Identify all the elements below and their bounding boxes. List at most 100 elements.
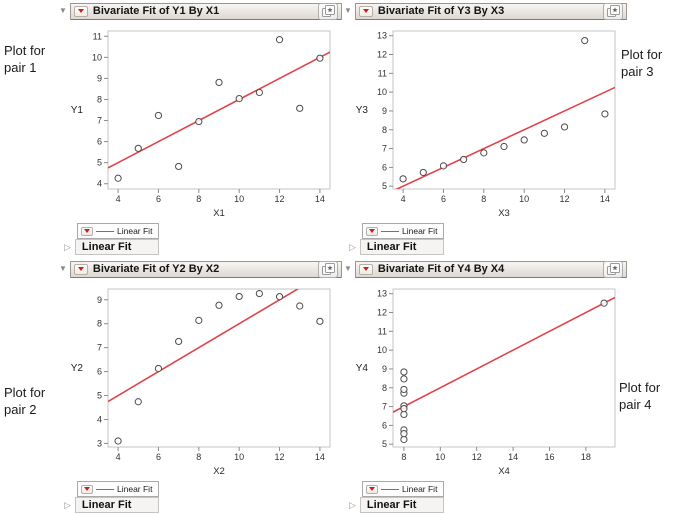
red-triangle-menu-button[interactable] [73,5,88,17]
collapse-triangle-icon[interactable]: ▼ [344,6,352,15]
report-popout-icon[interactable] [603,2,623,20]
svg-text:11: 11 [93,31,102,41]
scatter-plot-y1-x1[interactable]: 4 6 8 10 12 14 4 5 6 7 8 9 10 11 X1 [84,27,334,219]
svg-text:6: 6 [156,194,161,204]
svg-text:10: 10 [377,87,387,97]
svg-text:4: 4 [97,414,102,424]
panel-title-bar[interactable]: Bivariate Fit of Y2 By X2 [69,260,342,278]
scatter-plot-y4-x4[interactable]: 8 10 12 14 16 18 5 6 7 8 9 10 11 12 13 X4 [369,285,619,477]
collapse-triangle-icon[interactable]: ▼ [59,264,67,273]
y-axis-label: Y2 [70,362,83,374]
report-popout-icon[interactable] [603,260,623,278]
collapse-triangle-icon[interactable]: ▼ [59,6,67,15]
report-popout-icon[interactable] [318,260,338,278]
svg-text:8: 8 [382,125,387,135]
svg-text:10: 10 [234,194,244,204]
linear-fit-section-header[interactable]: Linear Fit [359,497,444,513]
annotation-pair-1: Plot for pair 1 [4,43,46,75]
svg-text:8: 8 [97,94,102,104]
fit-line-swatch [96,488,114,490]
svg-text:8: 8 [196,452,201,462]
red-triangle-menu-button[interactable] [358,263,373,275]
svg-text:7: 7 [97,343,102,353]
bivariate-panel-y3-x3: ▼ Bivariate Fit of Y3 By X3 Y3 4 6 8 10 12 14… [344,2,627,257]
svg-text:8: 8 [382,383,387,393]
svg-text:X3: X3 [498,208,510,219]
svg-text:4: 4 [116,194,121,204]
disclosure-closed-icon[interactable]: ▷ [64,499,71,510]
svg-text:7: 7 [97,116,102,126]
panel-title-bar[interactable]: Bivariate Fit of Y1 By X1 [69,2,342,20]
scatter-plot-y3-x3[interactable]: 4 6 8 10 12 14 5 6 7 8 9 10 11 12 13 X3 [369,27,619,219]
disclosure-closed-icon[interactable]: ▷ [349,499,356,510]
annotation-pair-3: Plot for pair 3 [621,47,663,79]
linear-fit-legend: Linear Fit [77,223,160,239]
red-triangle-menu-button[interactable] [73,263,88,275]
svg-text:10: 10 [519,194,529,204]
svg-text:X1: X1 [213,208,225,219]
linear-fit-section-header[interactable]: Linear Fit [74,497,159,513]
svg-text:9: 9 [382,364,387,374]
annotation-pair-2: Plot for pair 2 [4,385,46,417]
linear-fit-legend: Linear Fit [77,481,160,497]
fit-line-swatch [96,230,114,232]
bivariate-panel-y4-x4: ▼ Bivariate Fit of Y4 By X4 Y4 8 10 12 14 16… [344,260,627,514]
legend-row: Linear Fit [77,220,342,239]
panel-header: ▼ Bivariate Fit of Y4 By X4 [344,260,627,278]
red-triangle-icon [362,9,369,13]
section-row: ▷ Linear Fit [349,497,627,513]
red-triangle-menu-button[interactable] [366,226,378,236]
report-popout-icon[interactable] [318,2,338,20]
fit-line-swatch [381,230,399,232]
red-triangle-icon [84,487,90,491]
panel-header: ▼ Bivariate Fit of Y2 By X2 [59,260,342,278]
legend-row: Linear Fit [362,478,627,497]
red-triangle-menu-button[interactable] [81,226,93,236]
red-triangle-icon [77,267,84,271]
svg-text:5: 5 [382,181,387,191]
plot-area: Y4 8 10 12 14 16 18 5 6 7 8 9 10 11 12 13 X4 [344,285,627,477]
svg-text:12: 12 [377,50,387,60]
svg-text:16: 16 [544,452,554,462]
red-triangle-menu-button[interactable] [358,5,373,17]
svg-text:12: 12 [275,452,285,462]
svg-text:14: 14 [508,452,518,462]
linear-fit-section-header[interactable]: Linear Fit [74,239,159,255]
plot-area: Y2 4 6 8 10 12 14 3 4 5 6 7 8 9 X2 [59,285,342,477]
panel-title-bar[interactable]: Bivariate Fit of Y3 By X3 [354,2,627,20]
svg-text:8: 8 [97,319,102,329]
collapse-triangle-icon[interactable]: ▼ [344,264,352,273]
svg-text:10: 10 [435,452,445,462]
scatter-plot-y2-x2[interactable]: 4 6 8 10 12 14 3 4 5 6 7 8 9 X2 [84,285,334,477]
linear-fit-legend: Linear Fit [362,481,445,497]
legend-label: Linear Fit [402,484,438,494]
svg-text:6: 6 [97,137,102,147]
section-row: ▷ Linear Fit [64,239,342,255]
svg-text:10: 10 [92,52,102,62]
linear-fit-legend: Linear Fit [362,223,445,239]
disclosure-closed-icon[interactable]: ▷ [64,241,71,252]
bivariate-panel-y2-x2: ▼ Bivariate Fit of Y2 By X2 Y2 4 6 8 10 12 14… [59,260,342,514]
linear-fit-section-header[interactable]: Linear Fit [359,239,444,255]
legend-row: Linear Fit [77,478,342,497]
annotation-pair-4: Plot for pair 4 [619,380,661,412]
disclosure-closed-icon[interactable]: ▷ [349,241,356,252]
svg-text:9: 9 [97,73,102,83]
red-triangle-icon [84,229,90,233]
svg-text:14: 14 [600,194,610,204]
svg-text:9: 9 [97,295,102,305]
svg-text:5: 5 [382,439,387,449]
svg-text:7: 7 [382,402,387,412]
panel-title-bar[interactable]: Bivariate Fit of Y4 By X4 [354,260,627,278]
svg-text:8: 8 [196,194,201,204]
svg-text:4: 4 [401,194,406,204]
svg-text:11: 11 [378,68,387,78]
section-row: ▷ Linear Fit [349,239,627,255]
plot-area: Y1 4 6 8 10 12 14 4 5 6 7 8 9 10 11 X1 [59,27,342,219]
red-triangle-menu-button[interactable] [81,484,93,494]
red-triangle-icon [362,267,369,271]
red-triangle-menu-button[interactable] [366,484,378,494]
svg-text:6: 6 [97,367,102,377]
panel-header: ▼ Bivariate Fit of Y3 By X3 [344,2,627,20]
